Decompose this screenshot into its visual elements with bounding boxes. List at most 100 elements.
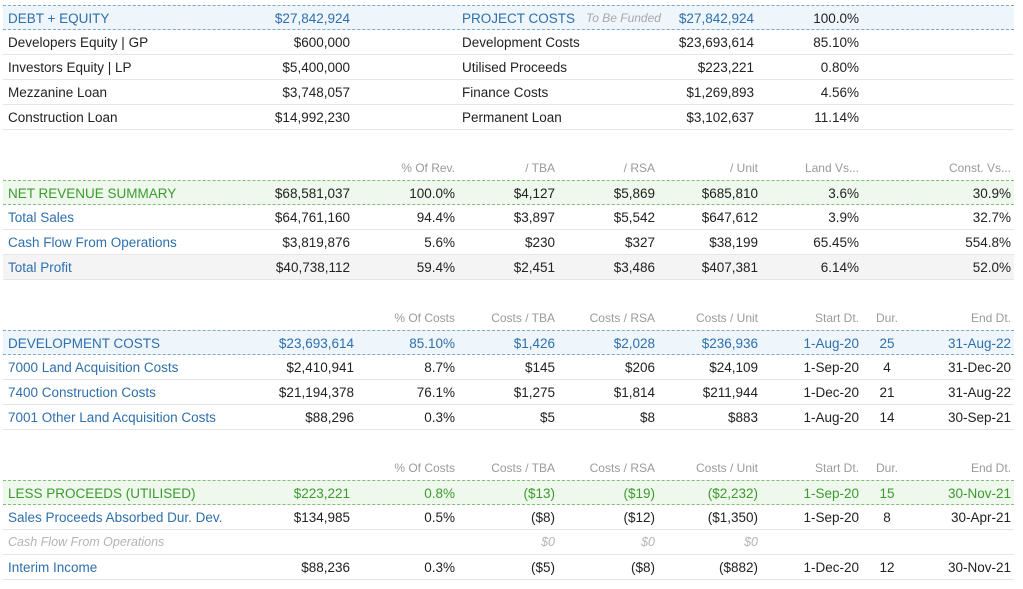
sales-proceeds-absorbed-link[interactable]: Sales Proceeds Absorbed Dur. Dev. bbox=[8, 510, 223, 525]
col-const-vs: Const. Vs... bbox=[948, 161, 1011, 175]
funding-source-value: $3,748,057 bbox=[282, 85, 350, 100]
cash-flow-operations-link[interactable]: Cash Flow From Operations bbox=[8, 235, 177, 250]
costs-per-tba: $145 bbox=[524, 360, 555, 375]
less-proceeds-label: LESS PROCEEDS (UTILISED) bbox=[8, 486, 196, 501]
cost-value: $21,194,378 bbox=[278, 385, 354, 400]
land-acquisition-costs-link[interactable]: 7000 Land Acquisition Costs bbox=[8, 360, 179, 375]
funding-source-label: Mezzanine Loan bbox=[8, 85, 108, 100]
revenue-column-headers: % Of Rev. / TBA / RSA / Unit Land Vs... … bbox=[3, 158, 1014, 178]
costs-per-unit: ($882) bbox=[718, 560, 758, 575]
net-revenue-label: NET REVENUE SUMMARY bbox=[8, 186, 177, 201]
cost-value: $2,410,941 bbox=[286, 360, 354, 375]
costs-per-unit: ($2,232) bbox=[707, 486, 758, 501]
pct-of-costs bbox=[383, 530, 455, 555]
per-rsa: $5,869 bbox=[613, 186, 655, 201]
revenue-value: $3,819,876 bbox=[282, 235, 350, 250]
const-vs: 52.0% bbox=[972, 260, 1011, 275]
col-per-tba: / TBA bbox=[525, 161, 555, 175]
end-date: 31-Dec-20 bbox=[947, 360, 1011, 375]
pct-of-rev: 5.6% bbox=[424, 235, 455, 250]
col-pct-of-rev: % Of Rev. bbox=[401, 161, 455, 175]
cost-category-label: Utilised Proceeds bbox=[462, 60, 568, 75]
funding-source-label: Investors Equity | LP bbox=[8, 60, 132, 75]
end-date: 30-Sep-21 bbox=[947, 410, 1011, 425]
cost-category-label: Permanent Loan bbox=[462, 110, 562, 125]
end-date: 31-Aug-22 bbox=[947, 336, 1011, 351]
costs-per-tba: $0 bbox=[541, 535, 555, 549]
net-revenue-header-row: NET REVENUE SUMMARY $68,581,037 100.0% $… bbox=[3, 180, 1014, 205]
start-date: 1-Dec-20 bbox=[803, 560, 859, 575]
costs-per-rsa: $8 bbox=[639, 410, 655, 425]
project-costs-label: PROJECT COSTS bbox=[462, 11, 576, 26]
costs-per-tba: $5 bbox=[539, 410, 555, 425]
costs-per-tba: ($8) bbox=[530, 510, 555, 525]
funding-header-row: DEBT + EQUITY $27,842,924 PROJECT COSTS … bbox=[3, 5, 1014, 30]
costs-per-rsa: $1,814 bbox=[613, 385, 655, 400]
col-duration: Dur. bbox=[875, 461, 898, 475]
per-unit: $407,381 bbox=[701, 260, 758, 275]
costs-per-rsa: ($19) bbox=[623, 486, 655, 501]
cost-category-pct: 0.80% bbox=[820, 60, 859, 75]
per-rsa: $327 bbox=[624, 235, 655, 250]
cost-value: $88,296 bbox=[305, 410, 354, 425]
proceeds-row: Cash Flow From Operations $0 $0 $0 bbox=[3, 530, 1014, 555]
interim-income-link[interactable]: Interim Income bbox=[8, 560, 98, 575]
costs-per-unit: $24,109 bbox=[709, 360, 758, 375]
duration: 8 bbox=[883, 510, 891, 525]
per-rsa: $5,542 bbox=[613, 210, 655, 225]
col-costs-per-rsa: Costs / RSA bbox=[589, 311, 655, 325]
funding-source-value: $14,992,230 bbox=[274, 110, 350, 125]
col-start-date: Start Dt. bbox=[814, 311, 859, 325]
development-cost-row: 7400 Construction Costs $21,194,378 76.1… bbox=[3, 380, 1014, 405]
cost-category-value: $223,221 bbox=[697, 60, 754, 75]
proceeds-column-headers: % Of Costs Costs / TBA Costs / RSA Costs… bbox=[3, 458, 1014, 478]
col-costs-per-tba: Costs / TBA bbox=[491, 461, 555, 475]
revenue-row: Cash Flow From Operations $3,819,876 5.6… bbox=[3, 230, 1014, 255]
revenue-value: $40,738,112 bbox=[275, 260, 350, 275]
development-costs-label: DEVELOPMENT COSTS bbox=[8, 336, 161, 351]
cash-flow-operations-label: Cash Flow From Operations bbox=[8, 535, 165, 549]
col-end-date: End Dt. bbox=[970, 461, 1011, 475]
col-pct-of-costs: % Of Costs bbox=[394, 461, 455, 475]
other-land-acquisition-costs-link[interactable]: 7001 Other Land Acquisition Costs bbox=[8, 410, 216, 425]
costs-per-unit: ($1,350) bbox=[707, 510, 758, 525]
col-duration: Dur. bbox=[875, 311, 898, 325]
project-costs-total: $27,842,924 bbox=[678, 11, 754, 26]
costs-per-rsa: $2,028 bbox=[613, 336, 655, 351]
start-date: 1-Dec-20 bbox=[803, 385, 859, 400]
revenue-row: Total Profit $40,738,112 59.4% $2,451 $3… bbox=[3, 255, 1014, 280]
debt-equity-label: DEBT + EQUITY bbox=[8, 11, 110, 26]
cost-category-value: $23,693,614 bbox=[678, 35, 754, 50]
net-revenue-value: $68,581,037 bbox=[274, 186, 350, 201]
col-per-unit: / Unit bbox=[729, 161, 758, 175]
costs-per-tba: $1,275 bbox=[513, 385, 555, 400]
development-column-headers: % Of Costs Costs / TBA Costs / RSA Costs… bbox=[3, 308, 1014, 328]
per-tba: $2,451 bbox=[513, 260, 555, 275]
const-vs: 30.9% bbox=[972, 186, 1011, 201]
funding-row: Mezzanine Loan $3,748,057 Finance Costs … bbox=[3, 80, 1014, 105]
costs-per-unit: $236,936 bbox=[701, 336, 758, 351]
total-profit-link[interactable]: Total Profit bbox=[8, 260, 72, 275]
const-vs: 32.7% bbox=[972, 210, 1011, 225]
duration: 14 bbox=[879, 410, 895, 425]
costs-per-rsa: ($8) bbox=[630, 560, 655, 575]
pct-of-costs: 85.10% bbox=[409, 336, 455, 351]
cost-category-pct: 4.56% bbox=[820, 85, 859, 100]
col-land-vs: Land Vs... bbox=[804, 161, 859, 175]
col-start-date: Start Dt. bbox=[814, 461, 859, 475]
proceeds-row: Sales Proceeds Absorbed Dur. Dev. $134,9… bbox=[3, 505, 1014, 530]
start-date: 1-Sep-20 bbox=[803, 486, 859, 501]
land-vs: 3.9% bbox=[828, 210, 859, 225]
construction-costs-link[interactable]: 7400 Construction Costs bbox=[8, 385, 156, 400]
costs-per-unit: $0 bbox=[744, 535, 758, 549]
total-sales-link[interactable]: Total Sales bbox=[8, 210, 75, 225]
duration bbox=[869, 530, 905, 555]
development-cost-row: 7000 Land Acquisition Costs $2,410,941 8… bbox=[3, 355, 1014, 380]
per-rsa: $3,486 bbox=[613, 260, 655, 275]
end-date bbox=[923, 530, 1011, 555]
duration: 4 bbox=[883, 360, 891, 375]
col-end-date: End Dt. bbox=[970, 311, 1011, 325]
col-costs-per-rsa: Costs / RSA bbox=[589, 461, 655, 475]
revenue-row: Total Sales $64,761,160 94.4% $3,897 $5,… bbox=[3, 205, 1014, 230]
costs-per-tba: $1,426 bbox=[513, 336, 555, 351]
